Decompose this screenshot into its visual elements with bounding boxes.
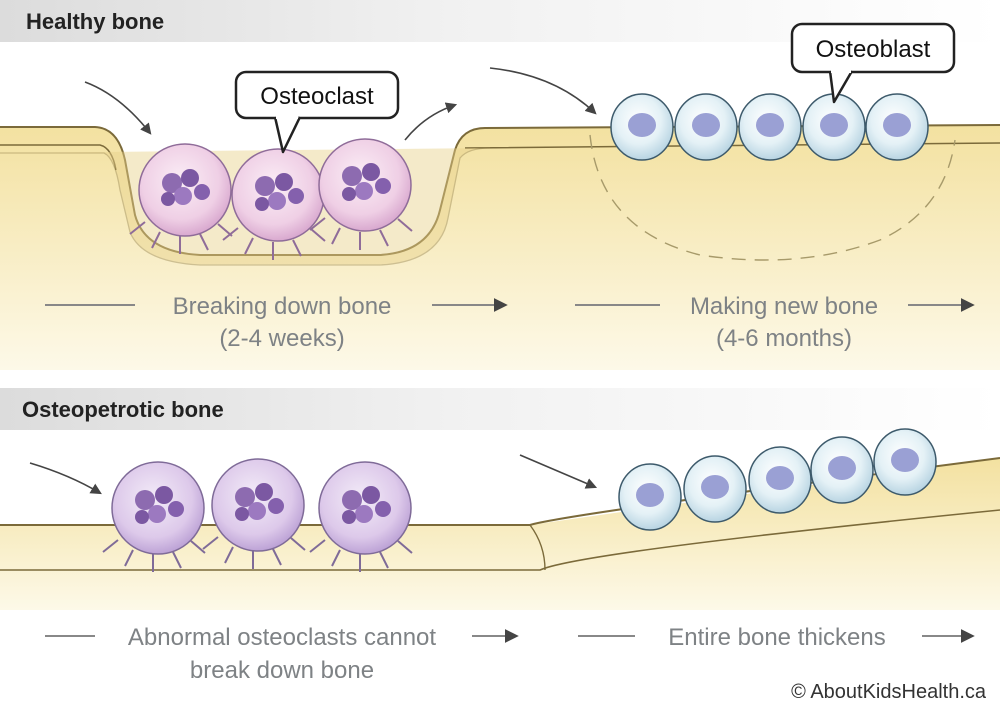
healthy-bone-surface <box>0 124 1000 256</box>
osteoblast-row <box>610 93 929 161</box>
osteoclast-callout-text: Osteoclast <box>260 83 374 110</box>
osteoblast-cell <box>683 455 747 523</box>
healthy-title: Healthy bone <box>26 9 164 34</box>
osteopetrotic-step2-line1: Entire bone thickens <box>668 624 885 651</box>
healthy-step2-line1: Making new bone <box>690 293 878 320</box>
healthy-step2-line2: (4-6 months) <box>716 325 852 352</box>
healthy-step1-line1: Breaking down bone <box>173 293 392 320</box>
osteoblast-cell <box>748 446 812 514</box>
osteoblast-callout-text: Osteoblast <box>816 36 931 63</box>
osteopetrotic-title: Osteopetrotic bone <box>22 397 224 422</box>
osteoblast-arrow <box>489 67 597 115</box>
osteoblast-callout: Osteoblast <box>790 22 956 104</box>
osteoblast-cell <box>738 93 802 161</box>
outflow-arrow <box>404 102 458 141</box>
inflow-arrow <box>29 462 102 495</box>
osteopetrotic-step1-line2: break down bone <box>190 657 374 684</box>
osteopetrotic-bone-inner-line <box>0 509 1000 571</box>
osteoblast-cell <box>873 428 937 496</box>
abnormal-osteoclast-cell <box>102 461 206 572</box>
osteoclast-callout: Osteoclast <box>234 70 400 154</box>
osteopetrotic-header-band <box>0 388 1000 430</box>
healthy-step1-line2: (2-4 weeks) <box>219 325 344 352</box>
healthy-bone <box>0 125 1000 370</box>
osteopetrotic-bone <box>0 458 1000 610</box>
copyright-text: © AboutKidsHealth.ca <box>791 681 987 703</box>
osteoblast-cell <box>610 93 674 161</box>
osteoblast-arrow <box>519 454 598 489</box>
osteoclast-cell <box>129 143 233 254</box>
thickened-bone-edge <box>529 524 546 571</box>
abnormal-osteoclast-cell <box>202 458 306 569</box>
osteoblast-cell <box>618 463 682 531</box>
osteoblast-cell <box>802 93 866 161</box>
osteoblast-row <box>618 428 937 531</box>
new-bone-outline <box>589 134 956 261</box>
osteoblast-cell <box>865 93 929 161</box>
abnormal-osteoclast-cell <box>309 461 413 572</box>
osteoblast-cell <box>810 436 874 504</box>
osteopetrotic-step1-line1: Abnormal osteoclasts cannot <box>128 624 437 651</box>
osteoblast-cell <box>674 93 738 161</box>
inflow-arrow <box>84 81 152 135</box>
osteoclast-cell <box>222 148 326 260</box>
osteoclast-cell <box>309 138 413 250</box>
